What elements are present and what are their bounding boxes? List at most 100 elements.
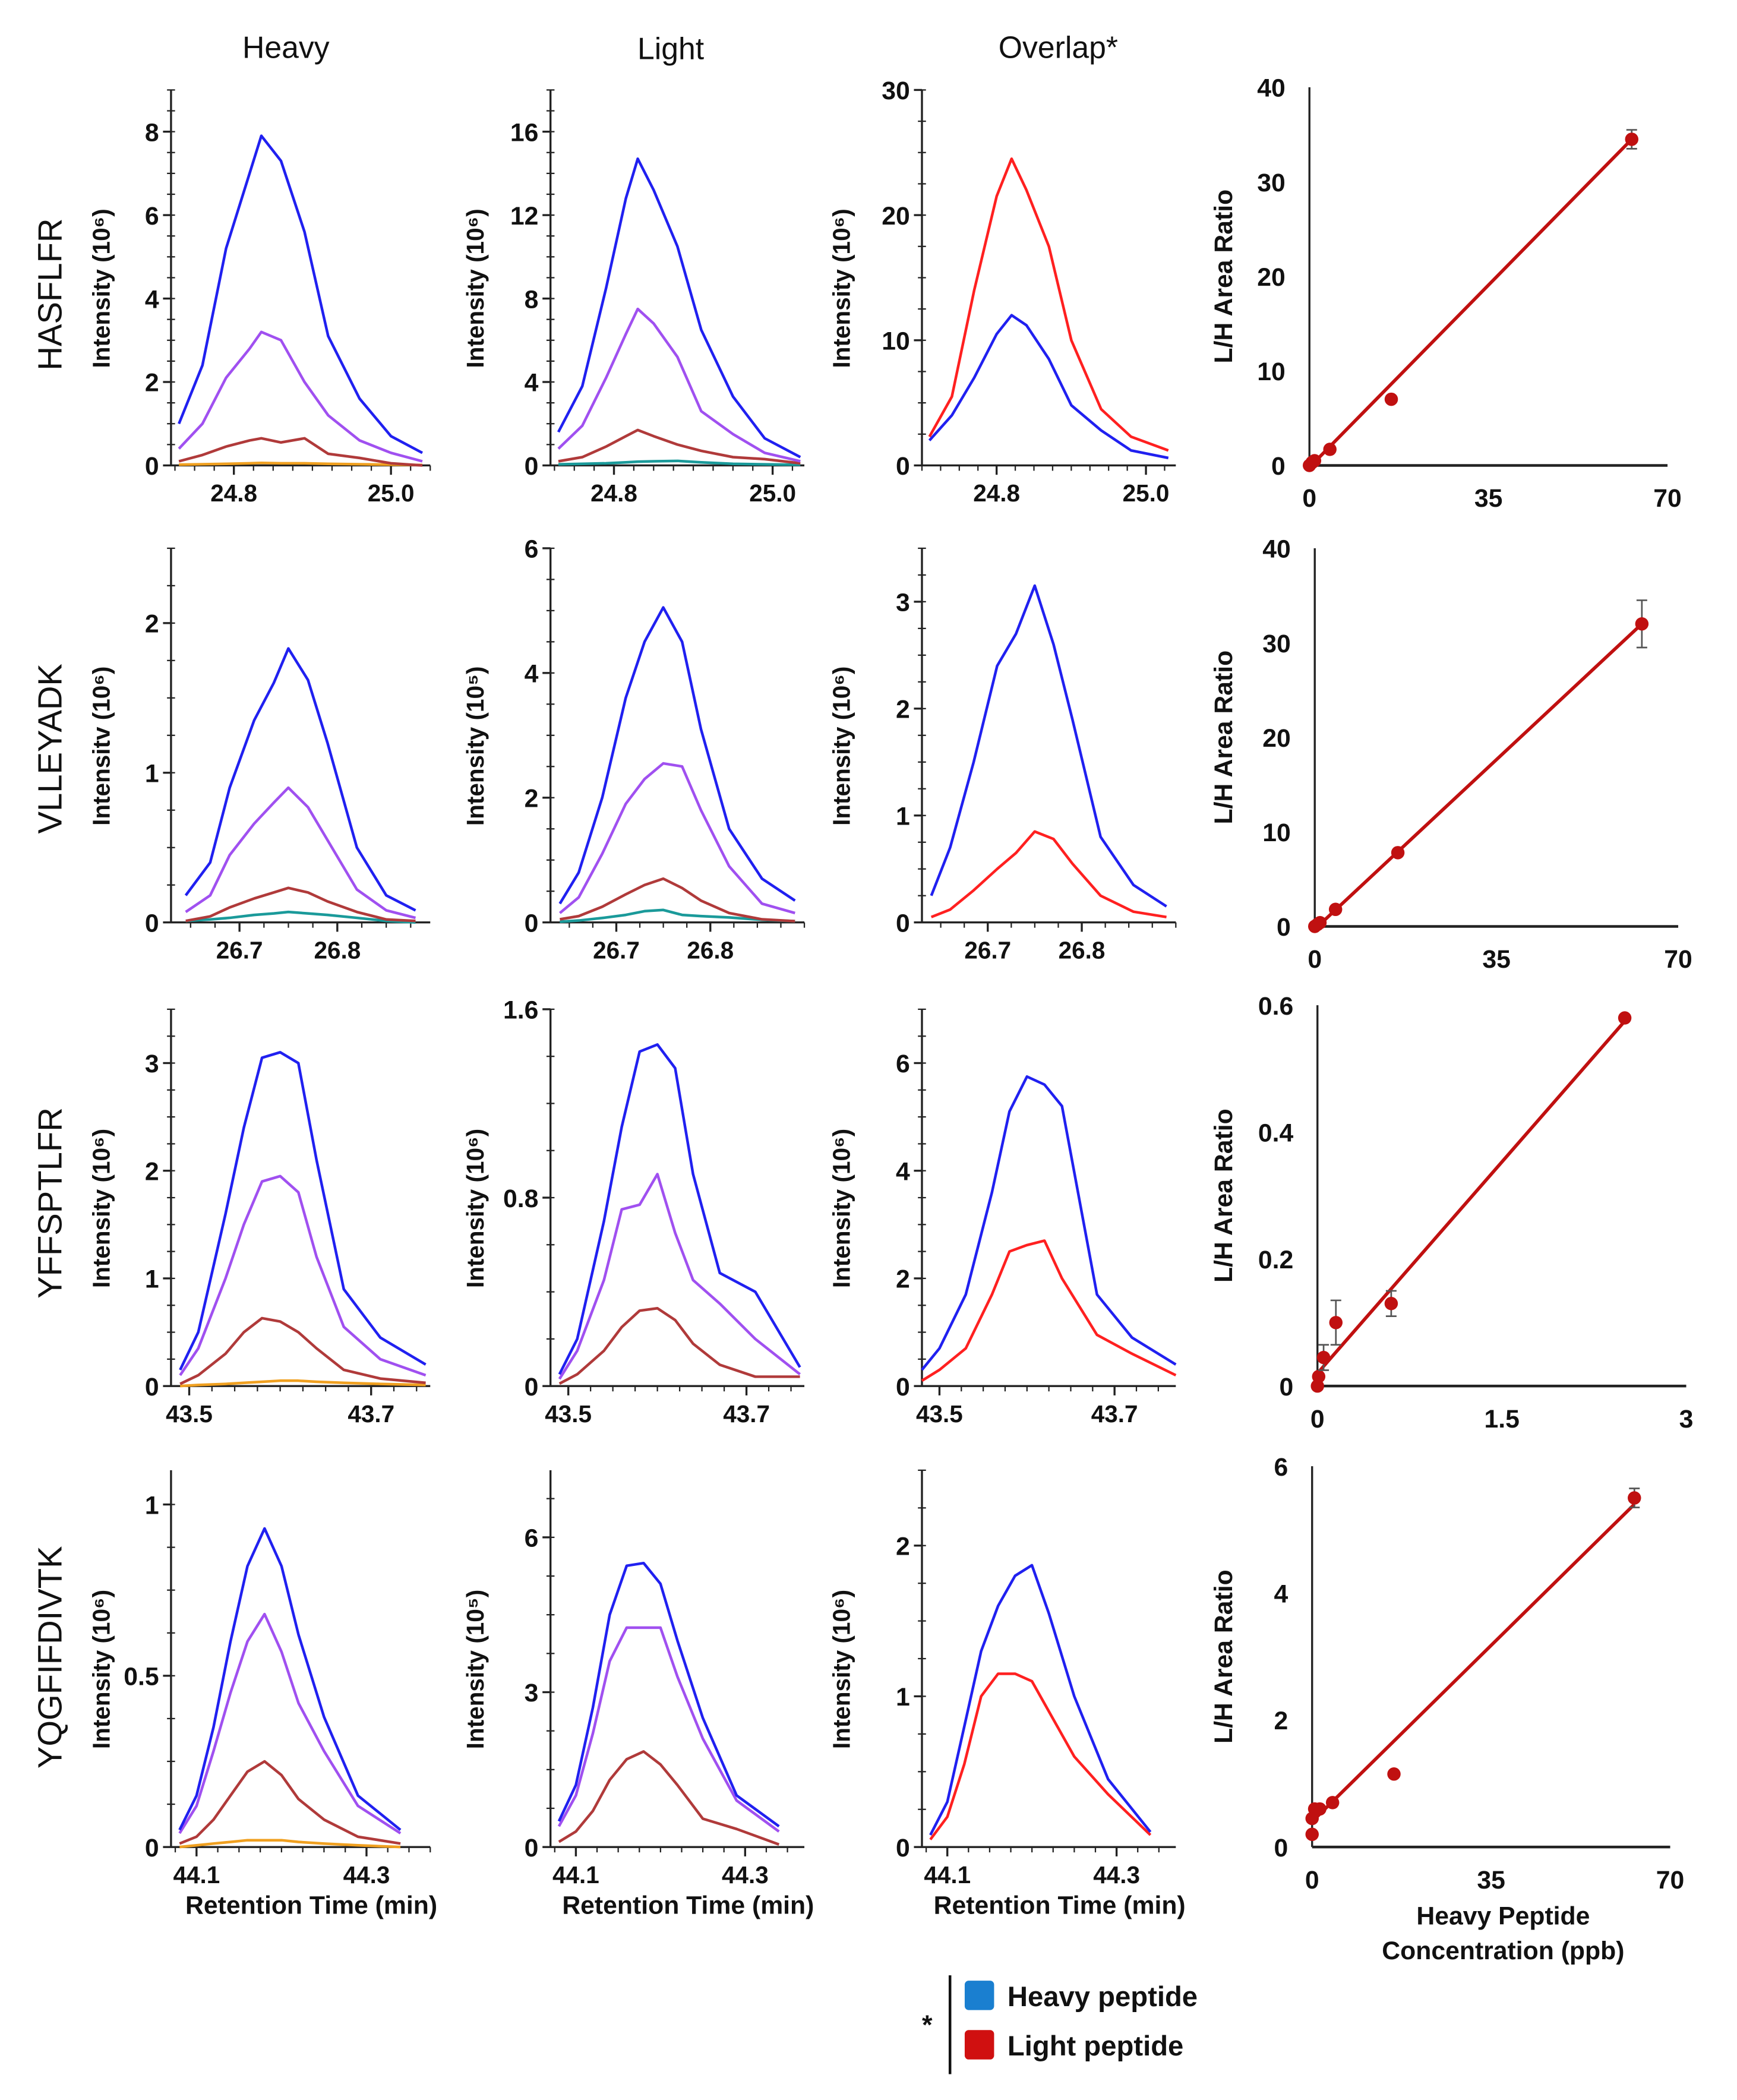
chromatogram-overlap: 0 1 2 3 26.7 26.8 Intensity (10⁶) bbox=[828, 547, 1177, 964]
x-axis-label-line1: Heavy Peptide bbox=[1416, 1902, 1590, 1931]
peptide-label: HASFLFR bbox=[31, 218, 68, 370]
chromatogram-heavy: 0 0.5 1 44.1 44.3 Intensity (10⁶) Retention Ti… bbox=[87, 1470, 437, 1920]
row-vlleyadk: VLLEYADK 0 1 2 26.7 26.8 Intensitv (10⁶) 0 2 4 6 26… bbox=[31, 535, 1692, 974]
trace-brown bbox=[185, 886, 416, 923]
data-point bbox=[1308, 454, 1322, 468]
y-tick-label: 0 bbox=[525, 1834, 539, 1862]
data-point bbox=[1387, 1767, 1401, 1781]
trace-blue bbox=[928, 314, 1169, 460]
trace-blue bbox=[184, 647, 416, 912]
data-point bbox=[1628, 1491, 1641, 1505]
trace-purple bbox=[558, 762, 795, 915]
x-tick-label: 44.1 bbox=[552, 1861, 599, 1889]
fit-line bbox=[1313, 623, 1643, 931]
y-tick-label: 2 bbox=[896, 1265, 910, 1294]
x-tick-label: 44.3 bbox=[343, 1861, 390, 1889]
x-tick-label: 0 bbox=[1305, 1866, 1319, 1894]
x-tick-label: 43.7 bbox=[723, 1400, 770, 1428]
data-point bbox=[1325, 1796, 1340, 1810]
trace-orange bbox=[179, 1839, 401, 1849]
y-axis-label: L/H Area Ratio bbox=[1209, 1570, 1238, 1744]
legend-swatch-light bbox=[964, 2030, 994, 2060]
y-tick-label: 3 bbox=[145, 1050, 159, 1078]
data-point bbox=[1316, 1350, 1331, 1365]
y-tick-label: 0 bbox=[525, 1373, 539, 1401]
trace-brown bbox=[179, 1316, 426, 1385]
y-axis-label: Intensity (10⁶) bbox=[87, 1590, 115, 1749]
x-tick-label: 43.5 bbox=[545, 1400, 592, 1428]
x-tick-label: 25.0 bbox=[749, 479, 796, 507]
trace-red bbox=[930, 830, 1167, 918]
legend: * Heavy peptide Light peptide bbox=[922, 1975, 1198, 2074]
x-axis-label-line2: Concentration (ppb) bbox=[1382, 1937, 1624, 1965]
y-axis-label: Intensity (10⁶) bbox=[828, 1129, 855, 1288]
x-tick-label: 44.1 bbox=[173, 1861, 220, 1889]
y-tick-label: 2 bbox=[145, 1157, 159, 1186]
peptide-label: VLLEYADK bbox=[31, 664, 68, 833]
y-tick-label: 1 bbox=[896, 803, 910, 831]
y-tick-label: 10 bbox=[1262, 819, 1291, 847]
trace-blue bbox=[179, 1051, 427, 1370]
column-title-overlap: Overlap* bbox=[999, 30, 1118, 64]
y-axis-label: Intensity (10⁵) bbox=[462, 1590, 489, 1750]
y-tick-label: 1 bbox=[145, 1491, 159, 1520]
x-tick-label: 0 bbox=[1302, 484, 1316, 513]
y-tick-label: 40 bbox=[1262, 535, 1291, 564]
y-tick-label: 0 bbox=[145, 1834, 159, 1862]
y-tick-label: 16 bbox=[510, 118, 539, 147]
y-tick-label: 0.8 bbox=[503, 1185, 538, 1213]
y-axis-label: Intensitv (10⁶) bbox=[87, 667, 115, 826]
data-point bbox=[1625, 132, 1639, 146]
trace-blue bbox=[557, 157, 801, 459]
trace-purple bbox=[179, 1174, 427, 1377]
trace-purple bbox=[557, 1626, 780, 1833]
y-tick-label: 40 bbox=[1257, 74, 1286, 103]
data-point bbox=[1312, 1369, 1326, 1384]
y-tick-label: 0 bbox=[896, 1373, 910, 1401]
y-tick-label: 0 bbox=[1277, 913, 1291, 942]
x-tick-label: 35 bbox=[1474, 484, 1503, 513]
y-tick-label: 0 bbox=[145, 909, 159, 937]
chromatogram-light: 0 0.8 1.6 43.5 43.7 Intensity (10⁶) bbox=[462, 996, 805, 1428]
x-tick-label: 26.8 bbox=[314, 936, 361, 964]
y-tick-label: 10 bbox=[882, 327, 910, 356]
data-point bbox=[1305, 1827, 1319, 1842]
trace-purple bbox=[557, 307, 801, 463]
peptide-label: YQGFIFDIVTK bbox=[31, 1546, 68, 1769]
y-tick-label: 3 bbox=[525, 1679, 539, 1707]
y-axis-label: L/H Area Ratio bbox=[1209, 190, 1238, 364]
x-tick-label: 3 bbox=[1679, 1405, 1694, 1433]
trace-blue bbox=[178, 1527, 402, 1831]
y-axis-label: Intensity (10⁶) bbox=[828, 667, 855, 826]
trace-blue bbox=[558, 1043, 801, 1375]
y-tick-label: 20 bbox=[1262, 724, 1291, 753]
data-point bbox=[1635, 617, 1649, 631]
x-axis-label: Retention Time (min) bbox=[562, 1891, 814, 1920]
trace-blue bbox=[558, 606, 796, 905]
x-tick-label: 43.5 bbox=[166, 1400, 213, 1428]
row-yffsptlfr: YFFSPTLFR 0 1 2 3 43.5 43.7 Intensity (10⁶) 0 0.8… bbox=[31, 992, 1693, 1433]
x-tick-label: 26.7 bbox=[216, 936, 263, 964]
y-tick-label: 8 bbox=[145, 118, 159, 147]
trace-red bbox=[921, 1239, 1177, 1382]
y-tick-label: 0 bbox=[896, 1834, 910, 1862]
y-tick-label: 0 bbox=[1274, 1834, 1288, 1862]
x-axis-label: Retention Time (min) bbox=[934, 1891, 1186, 1920]
trace-blue bbox=[921, 1075, 1177, 1371]
y-tick-label: 4 bbox=[145, 285, 159, 314]
y-tick-label: 6 bbox=[1274, 1453, 1288, 1482]
trace-red bbox=[928, 157, 1169, 452]
y-tick-label: 2 bbox=[1274, 1707, 1288, 1735]
calibration-curve: 0 10 20 30 40 0 35 70 L/H Area Ratio bbox=[1209, 74, 1682, 513]
y-tick-label: 4 bbox=[525, 369, 539, 397]
y-tick-label: 0 bbox=[896, 909, 910, 937]
x-tick-label: 44.3 bbox=[1093, 1861, 1140, 1889]
y-tick-label: 30 bbox=[882, 77, 910, 105]
y-axis-label: Intensity (10⁶) bbox=[828, 1590, 855, 1749]
data-point bbox=[1313, 915, 1327, 930]
trace-brown bbox=[558, 1307, 800, 1385]
y-tick-label: 4 bbox=[525, 660, 539, 689]
chromatogram-heavy: 0 1 2 26.7 26.8 Intensitv (10⁶) bbox=[87, 547, 431, 964]
x-tick-label: 70 bbox=[1664, 945, 1692, 974]
